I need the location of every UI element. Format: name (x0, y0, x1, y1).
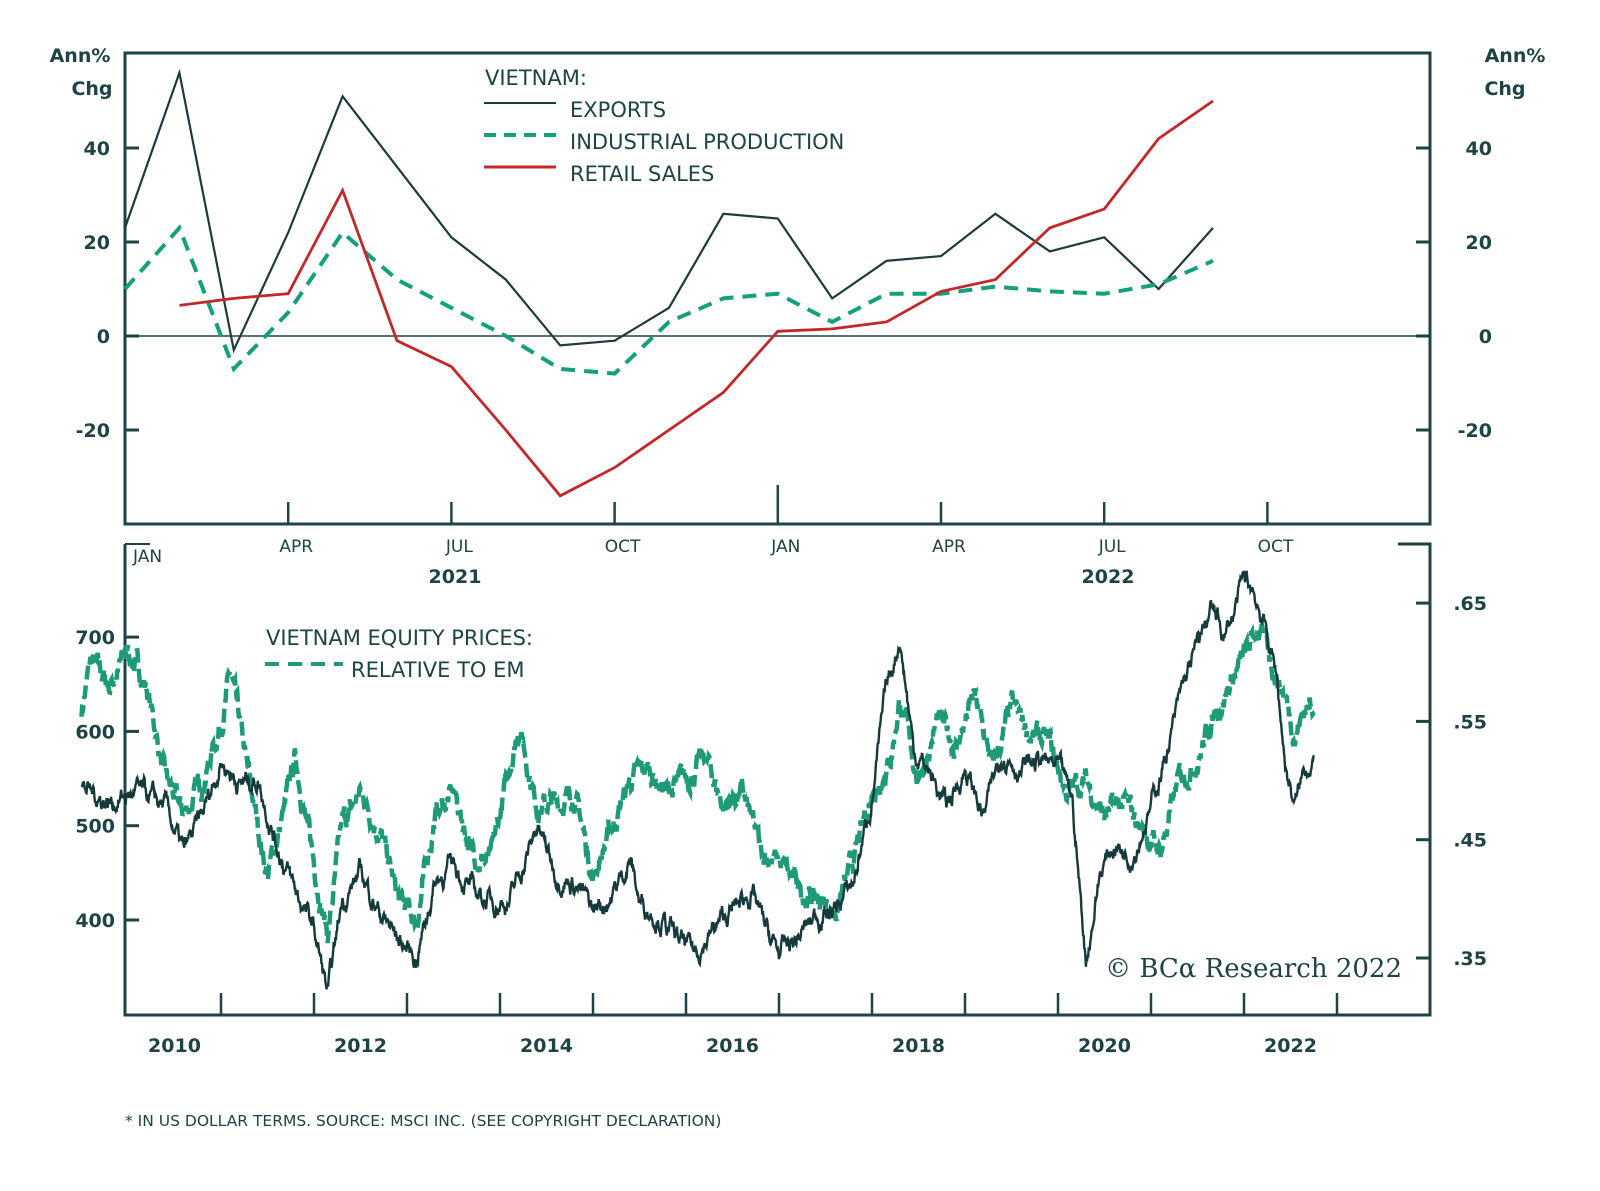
bottom-right-y-tick-label: .55 (1453, 711, 1487, 733)
bottom-x-tick-label: 2014 (520, 1035, 573, 1057)
top-x-tick-label: OCT (1258, 537, 1294, 557)
top-right-y-tick-label: -20 (1458, 420, 1492, 442)
bottom-left-y-tick-label: 700 (75, 627, 115, 649)
bottom-right-y-ticks: .35 .45 .55 .65 (1416, 593, 1487, 970)
top-panel: Ann% Chg Ann% Chg -20 -20 0 0 20 20 40 40 VIETN… (50, 45, 1546, 588)
bottom-legend: VIETNAM EQUITY PRICES: RELATIVE TO EM (265, 626, 533, 682)
bottom-left-y-tick-label: 500 (75, 816, 115, 838)
bottom-x-tick-label: 2020 (1078, 1035, 1131, 1057)
exports-line (123, 68, 1214, 354)
top-left-y-tick-label: 20 (84, 232, 110, 254)
top-x-labels: JAN APR JUL OCT JAN APR JUL OCT (132, 537, 1294, 567)
top-x-tick-label: JUL (1098, 537, 1126, 557)
bottom-legend-title: VIETNAM EQUITY PRICES: (266, 626, 533, 650)
bottom-left-y-tick-label: 600 (75, 721, 115, 743)
year-label-2021: 2021 (429, 566, 482, 588)
industrial-production-line (123, 224, 1214, 376)
top-left-y-tick-label: 40 (84, 138, 110, 160)
bottom-x-tick-label: 2010 (148, 1035, 201, 1057)
top-legend-title: VIETNAM: (485, 66, 587, 90)
top-x-tick-label: JAN (132, 547, 162, 567)
top-x-tick-label: APR (279, 537, 313, 557)
top-right-axis-title-line2: Chg (1484, 78, 1525, 100)
bottom-x-tick-label: 2016 (706, 1035, 759, 1057)
top-plot-frame (123, 51, 1432, 526)
top-series (123, 68, 1214, 498)
top-x-tick-label: APR (932, 537, 966, 557)
legend-label-retail-sales: RETAIL SALES (570, 162, 714, 186)
top-left-y-tick-label: -20 (76, 420, 110, 442)
legend-label-relative-to-em: RELATIVE TO EM (351, 658, 525, 682)
bottom-plot-frame (123, 542, 1432, 1017)
top-legend: VIETNAM: EXPORTS INDUSTRIAL PRODUCTION R… (484, 66, 844, 186)
top-y-ticks: -20 -20 0 0 20 20 40 40 (76, 138, 1492, 442)
top-right-y-tick-label: 0 (1479, 326, 1492, 348)
relative-to-em-line (79, 620, 1316, 944)
top-right-y-tick-label: 40 (1466, 138, 1492, 160)
vietnam-equity-prices-line (80, 570, 1315, 990)
top-left-axis-title-line2: Chg (71, 78, 112, 100)
footnote: * IN US DOLLAR TERMS. SOURCE: MSCI INC. … (125, 1112, 721, 1130)
top-right-axis-title-line1: Ann% (1485, 45, 1546, 67)
legend-label-industrial-production: INDUSTRIAL PRODUCTION (570, 130, 844, 154)
top-x-tick-label: OCT (605, 537, 641, 557)
retail-sales-line (179, 99, 1214, 498)
top-left-y-tick-label: 0 (97, 326, 110, 348)
bottom-x-tick-label: 2022 (1264, 1035, 1317, 1057)
year-label-2022: 2022 (1082, 566, 1135, 588)
copyright-watermark: © BCα Research 2022 (1105, 954, 1402, 984)
bottom-left-y-tick-label: 400 (75, 910, 115, 932)
bottom-x-tick-label: 2012 (334, 1035, 387, 1057)
top-x-ticks (286, 485, 1269, 524)
top-left-axis-title-line1: Ann% (50, 45, 111, 67)
bottom-right-y-tick-label: .65 (1453, 593, 1487, 615)
bottom-x-ticks: 2010 2012 2014 2016 2018 2020 2022 (148, 993, 1339, 1057)
top-right-y-tick-label: 20 (1466, 232, 1492, 254)
bottom-right-y-tick-label: .35 (1453, 948, 1487, 970)
bottom-x-tick-label: 2018 (892, 1035, 945, 1057)
bottom-series (79, 570, 1316, 990)
top-x-tick-label: JAN (770, 537, 800, 557)
bottom-left-y-ticks: 400 500 600 700 (75, 627, 139, 932)
legend-label-exports: EXPORTS (570, 98, 666, 122)
top-x-tick-label: JUL (445, 537, 473, 557)
bottom-right-y-tick-label: .45 (1453, 830, 1487, 852)
